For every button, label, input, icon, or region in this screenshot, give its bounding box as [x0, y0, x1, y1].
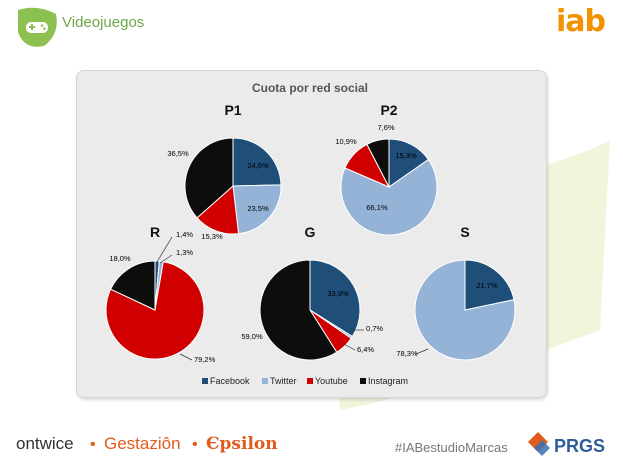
data-label-p2-youtube: 10,9% — [335, 137, 357, 146]
pie-slice-s-facebook — [464, 259, 515, 311]
legend-swatch-instagram — [360, 378, 366, 384]
pie-slice-p2-twitter — [340, 158, 438, 236]
pie-slice-s-twitter — [414, 259, 516, 361]
chart-title: Cuota por red social — [252, 81, 368, 95]
legend-label-instagram: Instagram — [368, 376, 408, 386]
gamepad-icon — [18, 7, 57, 47]
data-label-s-twitter: 78,3% — [396, 349, 418, 358]
data-label-s-facebook: 21,7% — [476, 281, 498, 290]
pie-slice-p1-instagram — [184, 137, 234, 219]
data-label-g-youtube: 6,4% — [357, 345, 374, 354]
sponsor-separator: • — [192, 436, 198, 453]
data-label-leader — [156, 236, 173, 263]
sponsor-separator: • — [90, 436, 96, 453]
pie-slice-p2-instagram — [366, 138, 390, 188]
data-label-p2-instagram: 7,6% — [377, 123, 394, 132]
pie-name-p2: P2 — [380, 102, 397, 118]
iab-logo: iab — [555, 4, 606, 39]
legend-swatch-facebook — [202, 378, 208, 384]
pie-name-g: G — [305, 224, 316, 240]
pie-slice-r-instagram — [109, 260, 156, 311]
pie-slice-p1-facebook — [232, 137, 282, 187]
data-label-leader — [179, 353, 193, 361]
sponsor-gestazion: Gestaziôn — [104, 434, 181, 453]
hashtag: #IABestudioMarcas — [395, 440, 508, 455]
section-title: Videojuegos — [62, 14, 145, 31]
data-label-p2-twitter: 66,1% — [366, 203, 388, 212]
pie-name-r: R — [150, 224, 160, 240]
data-label-p1-facebook: 24,6% — [247, 161, 269, 170]
data-label-leader — [415, 348, 429, 355]
pie-slice-g-instagram — [259, 259, 338, 361]
data-label-g-instagram: 59,0% — [241, 332, 263, 341]
legend-label-youtube: Youtube — [315, 376, 348, 386]
data-label-p1-instagram: 36,5% — [167, 149, 189, 158]
header — [0, 0, 623, 44]
data-label-g-facebook: 33,9% — [327, 289, 349, 298]
data-label-leader — [343, 343, 356, 351]
sponsor-ontwice: ontwice — [16, 434, 74, 453]
data-label-p1-youtube: 15,3% — [201, 232, 223, 241]
data-label-r-facebook: 1,4% — [176, 230, 193, 239]
data-label-p2-facebook: 15,3% — [395, 151, 417, 160]
pie-slice-p1-twitter — [232, 184, 282, 235]
pie-name-p1: P1 — [224, 102, 241, 118]
data-label-p1-twitter: 23,5% — [247, 204, 269, 213]
pie-slice-p1-youtube — [196, 184, 240, 235]
prgs-logo: PRGS — [528, 432, 605, 456]
data-label-leader — [159, 254, 173, 264]
data-label-r-instagram: 18,0% — [109, 254, 131, 263]
pie-slice-p2-facebook — [388, 138, 430, 188]
data-label-g-twitter: 0,7% — [366, 324, 383, 333]
data-label-r-youtube: 79,2% — [194, 355, 216, 364]
legend-swatch-twitter — [262, 378, 268, 384]
pie-name-s: S — [460, 224, 469, 240]
legend-label-facebook: Facebook — [210, 376, 250, 386]
data-label-r-twitter: 1,3% — [176, 248, 193, 257]
prgs-logo-text: PRGS — [554, 436, 605, 456]
legend-label-twitter: Twitter — [270, 376, 297, 386]
legend-swatch-youtube — [307, 378, 313, 384]
sponsor-epsilon: Єpsilon — [206, 434, 278, 454]
